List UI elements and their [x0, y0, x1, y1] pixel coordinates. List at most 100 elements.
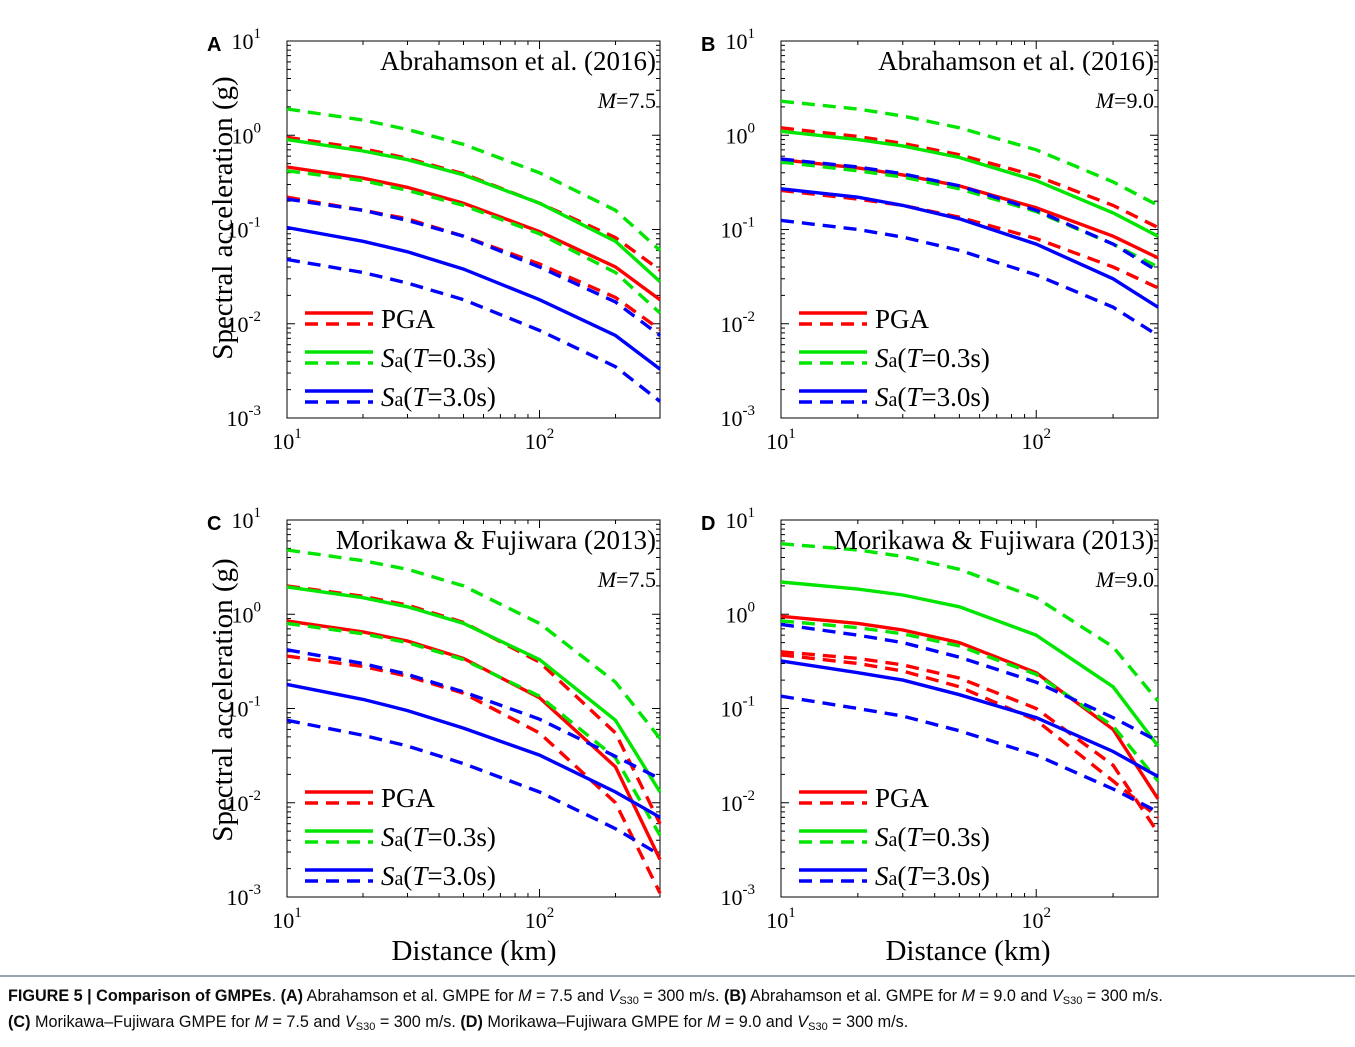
y-tick-label-base: 10: [227, 791, 249, 816]
y-tick-label-exp: -1: [743, 694, 756, 710]
legend-label-s: S: [875, 822, 889, 852]
panel-letter: A: [207, 34, 221, 56]
magnitude-m: M: [597, 88, 618, 113]
y-tick-label-exp: -3: [249, 403, 262, 419]
legend-label: Sa(T=0.3s): [875, 822, 990, 852]
x-tick-label-base: 10: [272, 908, 294, 933]
magnitude-m: M: [597, 567, 618, 592]
y-tick-label-base: 10: [721, 885, 743, 910]
caption-d-text-3: = 300 m/s.: [827, 1013, 909, 1031]
series-lines: [780, 542, 1160, 834]
y-tick-label: 100: [726, 120, 756, 148]
x-tick-label-base: 10: [1021, 908, 1043, 933]
x-tick-label-base: 10: [525, 908, 547, 933]
y-tick-label-base: 10: [721, 312, 743, 337]
x-tick-label-base: 10: [1021, 429, 1043, 454]
caption-c-sub: S30: [355, 1021, 376, 1033]
y-tick-label: 10-3: [721, 882, 756, 910]
series-line-dashed-2: [780, 653, 1160, 819]
y-tick-label-exp: -3: [249, 882, 262, 898]
x-tick-label-base: 10: [766, 908, 788, 933]
y-axis-label-bottom: Spectral acceleration (g): [207, 558, 239, 841]
y-tick-label-exp: 1: [254, 26, 262, 42]
legend-label-s: S: [875, 343, 889, 373]
y-tick-label-exp: -2: [249, 309, 262, 325]
panel-title: Abrahamson et al. (2016): [878, 46, 1154, 76]
legend-label-s: S: [381, 822, 395, 852]
magnitude-value: =7.5: [616, 567, 656, 592]
x-tick-label-base: 10: [272, 429, 294, 454]
legend-label-t: T: [412, 343, 429, 373]
series-line-dashed-2: [286, 654, 662, 894]
x-tick-label-base: 10: [766, 429, 788, 454]
y-tick-label-exp: -1: [743, 215, 756, 231]
y-tick-label-exp: -2: [743, 788, 756, 804]
x-tick-label: 102: [525, 426, 555, 454]
legend-label-s: S: [381, 861, 395, 891]
y-tick-label: 101: [232, 26, 262, 54]
legend-label: Sa(T=3.0s): [875, 382, 990, 412]
legend-label-paren: (: [403, 861, 412, 891]
series-line-dashed-4: [780, 542, 1160, 703]
y-tick-label: 10-2: [227, 309, 262, 337]
y-tick-label-exp: -1: [249, 694, 262, 710]
x-tick-label-exp: 1: [788, 905, 796, 921]
caption-a-m: M: [518, 987, 532, 1005]
y-tick-label: 101: [726, 26, 756, 54]
series-line-dashed-7: [286, 197, 662, 337]
legend-label-sub: a: [395, 829, 404, 851]
caption-a-text-3: = 300 m/s.: [638, 987, 724, 1005]
y-tick-label-base: 10: [227, 218, 249, 243]
y-tick-label: 10-1: [721, 215, 756, 243]
series-lines: [780, 99, 1159, 337]
series-line-dashed-4: [286, 548, 662, 740]
legend-label-sub: a: [395, 868, 404, 890]
legend-label-paren: (: [403, 382, 412, 412]
y-tick-label: 10-3: [227, 403, 262, 431]
series-line-dashed-7: [780, 157, 1159, 273]
series-line-dashed-8: [286, 257, 662, 403]
series-line-dashed-1: [780, 650, 1160, 834]
y-tick-label-base: 10: [227, 312, 249, 337]
caption-figure-label: FIGURE 5 | Comparison of GMPEs: [8, 987, 272, 1005]
y-tick-label-exp: -3: [743, 882, 756, 898]
caption-c-text-1: Morikawa–Fujiwara GMPE for: [30, 1013, 255, 1031]
caption-b-m: M: [961, 987, 975, 1005]
x-tick-label-exp: 1: [294, 905, 302, 921]
y-tick-label: 10-2: [721, 788, 756, 816]
magnitude-m: M: [1095, 567, 1116, 592]
y-tick-label-exp: -2: [743, 309, 756, 325]
caption-c-label: (C): [8, 1013, 31, 1031]
series-line-solid-3: [286, 137, 662, 283]
y-tick-label-base: 10: [227, 697, 249, 722]
series-lines: [286, 107, 662, 403]
legend-label-paren: (: [897, 382, 906, 412]
y-tick-label-exp: 0: [254, 120, 262, 136]
series-line-solid-6: [286, 225, 662, 371]
x-tick-label: 101: [272, 905, 302, 933]
legend-label-sub: a: [395, 350, 404, 372]
y-tick-label: 10-1: [721, 694, 756, 722]
y-tick-label-exp: 1: [254, 505, 262, 521]
legend-label-paren: (: [897, 822, 906, 852]
series-line-dashed-7: [286, 648, 661, 781]
series-line-dashed-5: [780, 619, 1160, 783]
legend-label-text: PGA: [381, 783, 436, 813]
y-tick-label: 100: [232, 120, 262, 148]
caption-b-text-3: = 300 m/s.: [1082, 987, 1163, 1005]
caption-c-m: M: [254, 1013, 268, 1031]
y-tick-label-exp: -2: [249, 788, 262, 804]
legend-label-rest: =0.3s): [427, 822, 495, 852]
x-axis-label-left: Distance (km): [391, 935, 556, 967]
y-tick-label-exp: -1: [249, 215, 262, 231]
caption-separator: .: [271, 987, 281, 1005]
legend-label-t: T: [906, 822, 923, 852]
caption-c-v: V: [344, 1013, 356, 1031]
series-line-solid-0: [286, 165, 662, 302]
